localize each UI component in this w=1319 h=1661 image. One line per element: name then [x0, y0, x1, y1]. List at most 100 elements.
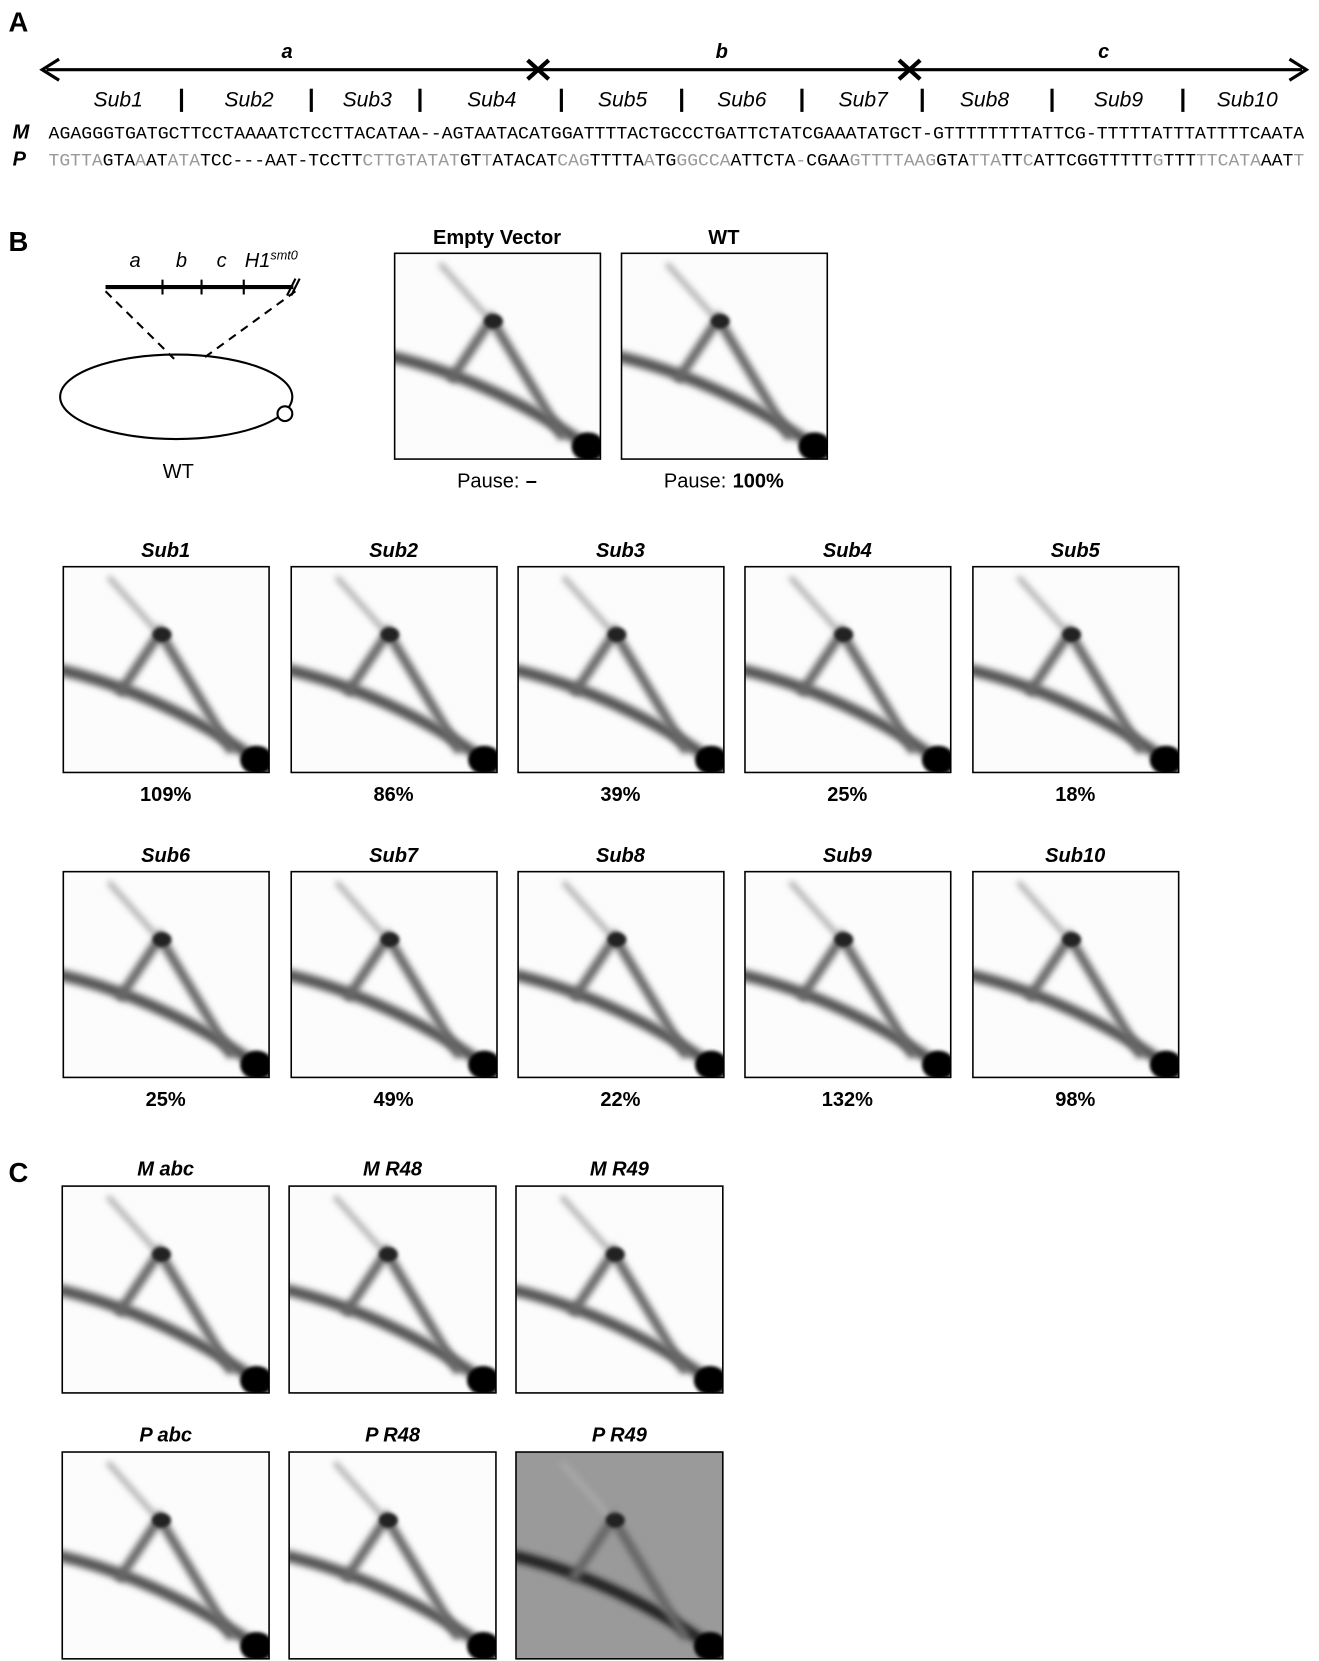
blob	[466, 1631, 496, 1659]
apex	[605, 1512, 625, 1528]
pause-value: 109%	[140, 784, 191, 806]
gel-title: Sub6	[141, 845, 191, 867]
sequence-segment: TTCATA	[1196, 152, 1261, 172]
gel-border	[744, 565, 952, 774]
gel-border	[290, 565, 498, 774]
pause-label: Pause:	[664, 471, 726, 493]
gel-bg	[744, 871, 951, 1078]
spike	[332, 1194, 387, 1255]
apex	[152, 1512, 172, 1528]
arc	[744, 969, 951, 1078]
sequence-segment: ATACAT	[492, 152, 557, 172]
blob	[240, 1050, 270, 1078]
sequence-segment: GTA	[936, 152, 969, 172]
arc	[289, 1284, 496, 1393]
sequence-segment: T	[1293, 152, 1304, 172]
gene-label: H1smt0	[245, 249, 298, 272]
apex	[605, 1246, 625, 1262]
pause-value: 98%	[1055, 1089, 1095, 1111]
region-breaks	[526, 58, 922, 81]
panel-label: B	[8, 226, 28, 257]
pause-text: Pause: –	[457, 471, 537, 493]
apex	[834, 627, 854, 642]
sequence-segment: AAT	[1261, 152, 1294, 172]
gel-border	[972, 870, 1180, 1079]
gene: H1	[245, 250, 271, 272]
apex	[1062, 627, 1082, 642]
arc	[63, 664, 270, 773]
gel-border	[620, 252, 829, 460]
gel-title: Empty Vector	[433, 227, 561, 249]
arc	[518, 969, 724, 1078]
gel-bg	[289, 1452, 496, 1659]
pause-value: 100%	[733, 471, 784, 493]
segment-label: a	[129, 250, 140, 272]
gel-border	[515, 1185, 724, 1394]
pause-value: 39%	[600, 784, 640, 806]
blob	[1149, 745, 1179, 773]
gel	[515, 1186, 723, 1393]
spike	[105, 1460, 160, 1520]
plasmid-label: WT	[163, 461, 194, 483]
gel	[291, 871, 497, 1078]
pause-value: 22%	[600, 1089, 640, 1111]
arc	[621, 351, 828, 460]
pause-label: Pause:	[457, 471, 519, 493]
gel-border	[61, 1451, 270, 1660]
gel-bg	[515, 1186, 723, 1393]
gel-title: M abc	[137, 1159, 194, 1181]
gel	[744, 566, 951, 773]
arc	[744, 664, 951, 773]
panel-label: A	[8, 7, 28, 38]
gel-bg	[289, 1186, 496, 1393]
gel	[63, 566, 270, 773]
gel	[289, 1452, 496, 1659]
gel	[972, 871, 1179, 1078]
apex	[380, 627, 400, 642]
apex	[380, 932, 400, 947]
pause-value: 25%	[146, 1089, 186, 1111]
blob	[695, 745, 724, 773]
pause-value: 25%	[827, 784, 867, 806]
sequence-segment: AT	[146, 152, 168, 172]
segment-label: b	[176, 250, 187, 272]
blob	[240, 1631, 270, 1659]
gel	[518, 566, 724, 773]
sub-label: Sub4	[467, 89, 516, 112]
sequence-segment: CTTGTATAT	[362, 152, 460, 172]
blob	[240, 1366, 270, 1393]
sequence-segment: ATTCGGTTTTT	[1034, 152, 1153, 172]
spike	[561, 880, 615, 940]
arc	[291, 969, 497, 1078]
apex	[607, 627, 627, 642]
gel-border	[744, 870, 952, 1079]
gel	[518, 871, 724, 1078]
sequence-segment: A	[135, 152, 146, 172]
gel-bg	[291, 566, 497, 773]
blob	[921, 745, 951, 773]
arc	[972, 969, 1179, 1078]
gel	[62, 1186, 270, 1393]
blob	[1149, 1050, 1179, 1078]
sequence-segment: GT	[460, 152, 482, 172]
gel	[394, 253, 601, 460]
spike	[334, 575, 388, 635]
gel-bg	[518, 566, 724, 773]
sequence-segment: C	[1023, 152, 1034, 172]
region-label: a	[281, 41, 292, 63]
gel-border	[972, 565, 1180, 774]
spike	[788, 880, 842, 940]
apex	[483, 313, 503, 329]
apex	[152, 1246, 172, 1262]
gel-border	[515, 1451, 724, 1660]
apex	[378, 1246, 398, 1262]
gel	[621, 253, 828, 460]
arc	[515, 1284, 723, 1393]
gel-bg	[972, 871, 1179, 1078]
blob	[468, 745, 497, 773]
gel-title: P R49	[592, 1424, 648, 1446]
row-label: M	[13, 121, 31, 143]
spike	[559, 1194, 614, 1255]
sequence-segment: CGAA	[806, 152, 850, 172]
spike	[106, 575, 160, 635]
